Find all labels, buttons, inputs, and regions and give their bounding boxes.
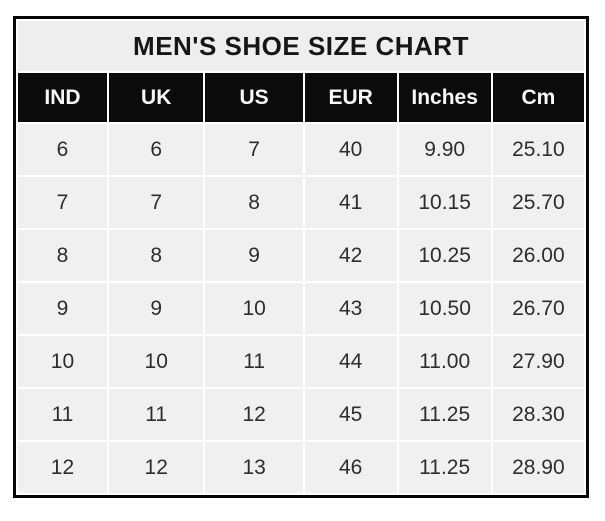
table-cell-ind: 11 — [18, 389, 107, 440]
table-row: 8 8 9 42 10.25 26.00 — [18, 230, 584, 281]
table-row: 12 12 13 46 11.25 28.90 — [18, 442, 584, 493]
column-header-us: US — [205, 73, 303, 122]
table-cell-uk: 10 — [108, 336, 204, 387]
table-cell-inches: 9.90 — [398, 124, 491, 175]
table-cell-us: 12 — [205, 389, 303, 440]
table-cell-eur: 41 — [304, 177, 397, 228]
table-cell-uk: 8 — [108, 230, 204, 281]
table-cell-cm: 25.10 — [492, 124, 584, 175]
table-cell-cm: 26.00 — [492, 230, 584, 281]
table-cell-inches: 10.50 — [398, 283, 491, 334]
table-cell-uk: 11 — [108, 389, 204, 440]
chart-title: MEN'S SHOE SIZE CHART — [18, 21, 584, 71]
column-header-cm: Cm — [492, 73, 584, 122]
table-cell-uk: 6 — [108, 124, 204, 175]
table-cell-cm: 25.70 — [492, 177, 584, 228]
table-cell-ind: 8 — [18, 230, 107, 281]
table-cell-cm: 27.90 — [492, 336, 584, 387]
table-cell-cm: 28.30 — [492, 389, 584, 440]
table-cell-eur: 43 — [304, 283, 397, 334]
table-cell-ind: 6 — [18, 124, 107, 175]
shoe-size-chart-table: MEN'S SHOE SIZE CHART IND UK US EUR Inch… — [13, 16, 589, 498]
table-cell-us: 8 — [205, 177, 303, 228]
table-cell-inches: 11.25 — [398, 442, 491, 493]
table-cell-ind: 7 — [18, 177, 107, 228]
table-cell-cm: 26.70 — [492, 283, 584, 334]
table-cell-cm: 28.90 — [492, 442, 584, 493]
table-cell-eur: 46 — [304, 442, 397, 493]
table-cell-eur: 44 — [304, 336, 397, 387]
column-header-ind: IND — [18, 73, 107, 122]
table-cell-uk: 12 — [108, 442, 204, 493]
table-cell-uk: 9 — [108, 283, 204, 334]
table-cell-eur: 40 — [304, 124, 397, 175]
table-cell-us: 10 — [205, 283, 303, 334]
table-cell-uk: 7 — [108, 177, 204, 228]
column-header-uk: UK — [108, 73, 204, 122]
column-header-inches: Inches — [398, 73, 491, 122]
header-row: IND UK US EUR Inches Cm — [18, 73, 584, 122]
table-row: 10 10 11 44 11.00 27.90 — [18, 336, 584, 387]
table-cell-ind: 10 — [18, 336, 107, 387]
table-cell-inches: 11.00 — [398, 336, 491, 387]
table-cell-inches: 10.15 — [398, 177, 491, 228]
table-row: 9 9 10 43 10.50 26.70 — [18, 283, 584, 334]
table-cell-ind: 9 — [18, 283, 107, 334]
table-cell-us: 7 — [205, 124, 303, 175]
table-cell-us: 9 — [205, 230, 303, 281]
table-row: 7 7 8 41 10.15 25.70 — [18, 177, 584, 228]
table-cell-us: 13 — [205, 442, 303, 493]
table-cell-eur: 45 — [304, 389, 397, 440]
table-cell-eur: 42 — [304, 230, 397, 281]
column-header-eur: EUR — [304, 73, 397, 122]
table-cell-us: 11 — [205, 336, 303, 387]
title-row: MEN'S SHOE SIZE CHART — [18, 21, 584, 71]
table-cell-inches: 11.25 — [398, 389, 491, 440]
table-row: 6 6 7 40 9.90 25.10 — [18, 124, 584, 175]
table-cell-inches: 10.25 — [398, 230, 491, 281]
table-row: 11 11 12 45 11.25 28.30 — [18, 389, 584, 440]
table-cell-ind: 12 — [18, 442, 107, 493]
